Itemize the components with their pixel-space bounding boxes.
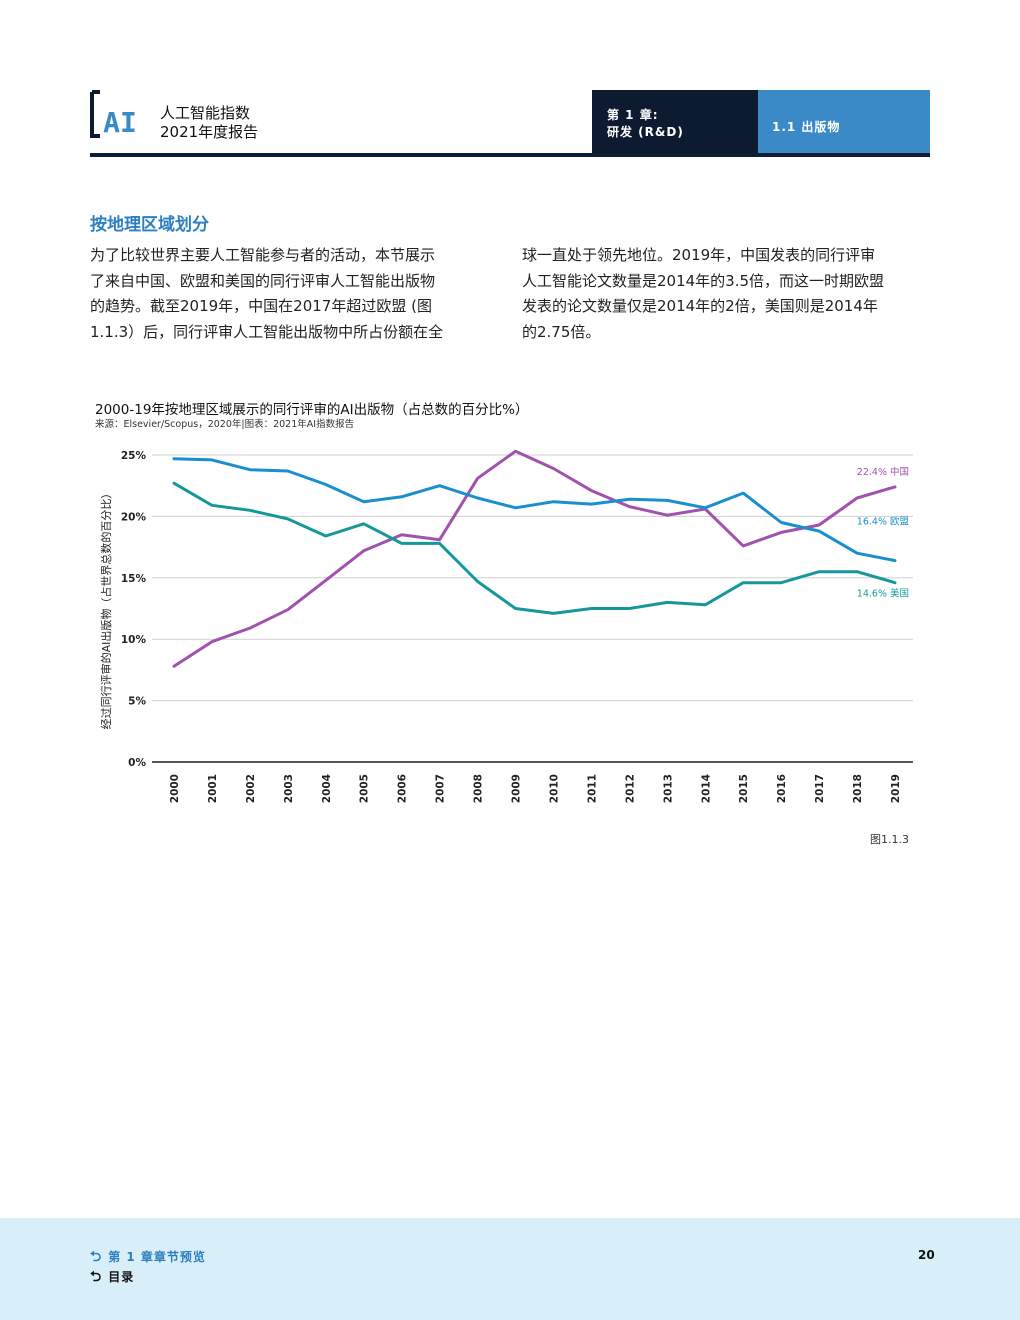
x-tick-label: 2001 [207,774,219,803]
x-tick-label: 2010 [548,774,560,803]
paragraph-column-1: 为了比较世界主要人工智能参与者的活动，本节展示 了来自中国、欧盟和美国的同行评审… [90,243,495,345]
series-line [172,457,897,563]
section-title-tab: 1.1 出版物 [772,120,841,134]
paragraph-column-2: 球一直处于领先地位。2019年，中国发表的同行评审 人工智能论文数量是2014年… [522,243,927,345]
chapter-preview-label: 第 1 章章节预览 [108,1250,206,1264]
x-tick-label: 2015 [738,774,750,803]
x-tick-label: 2006 [397,774,409,803]
x-tick-label: 2004 [321,774,333,803]
chapter-number: 第 1 章: [607,108,659,122]
x-tick-label: 2007 [435,774,447,803]
report-title: 人工智能指数 2021年度报告 [160,104,258,142]
toc-link[interactable]: ⮌ 目录 [90,1266,134,1290]
x-tick-label: 2019 [890,774,902,803]
x-tick-label: 2017 [814,774,826,803]
x-tick-label: 2000 [169,774,181,803]
y-tick-label: 15% [121,573,147,585]
line-chart: 0% 5% 10% 15% 20% 25% 2000 2001 2002 2003 2004 2005… [99,449,913,803]
x-tick-label: 2012 [624,774,636,803]
x-tick-label: 2013 [662,774,674,803]
report-title-line1: 人工智能指数 [160,104,251,122]
chapter-preview-link[interactable]: ⮌ 第 1 章章节预览 [90,1246,206,1270]
x-tick-label: 2011 [586,774,598,803]
y-tick-label: 25% [121,450,147,462]
x-tick-label: 2005 [359,774,371,803]
x-tick-label: 2018 [852,774,864,803]
section-heading: 按地理区域划分 [90,215,209,235]
return-arrow-icon: ⮌ [90,1269,103,1285]
x-tick-label: 2014 [700,774,712,803]
x-tick-label: 2009 [511,774,523,803]
y-tick-label: 5% [128,696,146,708]
report-title-line2: 2021年度报告 [160,123,259,141]
paragraph-line: 的趋势。截至2019年，中国在2017年超过欧盟 (图 [90,297,432,315]
x-tick-label: 2016 [776,774,788,803]
y-axis-label: 经过同行评审的AI出版物（占世界总数的百分比） [99,488,113,730]
ai-index-logo: AI [90,90,137,138]
figure-label: 图1.1.3 [870,833,909,846]
paragraph-line: 人工智能论文数量是2014年的3.5倍，而这一时期欧盟 [522,271,885,290]
series-end-label: 22.4% 中国 [857,466,909,478]
chapter-title: 研发 (R&D) [607,125,684,139]
paragraph-line: 球一直处于领先地位。2019年，中国发表的同行评审 [522,246,876,264]
paragraph-line: 为了比较世界主要人工智能参与者的活动，本节展示 [90,246,436,264]
y-tick-label: 0% [128,757,146,769]
series-end-label: 16.4% 欧盟 [857,516,910,528]
x-tick-label: 2008 [473,774,485,803]
paragraph-line: 发表的论文数量仅是2014年的2倍，美国则是2014年 [522,297,878,315]
svg-text:AI: AI [103,106,137,138]
toc-label: 目录 [108,1270,135,1284]
return-arrow-icon: ⮌ [90,1249,103,1265]
series-end-label: 14.6% 美国 [857,588,909,600]
footer [0,1218,1020,1320]
paragraph-line: 了来自中国、欧盟和美国的同行评审人工智能出版物 [90,271,436,290]
chart-title: 2000-19年按地理区域展示的同行评审的AI出版物（占总数的百分比%） [95,402,529,418]
x-tick-label: 2002 [245,774,257,803]
y-tick-label: 20% [121,511,147,523]
series-line [172,449,897,668]
chart-source: 来源：Elsevier/Scopus，2020年|图表：2021年AI指数报告 [95,419,355,430]
header-rule [90,153,930,157]
paragraph-line: 的2.75倍。 [522,322,601,341]
x-tick-label: 2003 [283,774,295,803]
chapter-tab[interactable]: 第 1 章: 研发 (R&D) [592,90,758,153]
section-tab[interactable]: 1.1 出版物 [758,90,930,153]
series-line [172,481,897,615]
page-number: 20 [918,1248,935,1262]
y-tick-label: 10% [121,634,147,646]
paragraph-line: 1.1.3）后，同行评审人工智能出版物中所占份额在全 [90,322,444,341]
